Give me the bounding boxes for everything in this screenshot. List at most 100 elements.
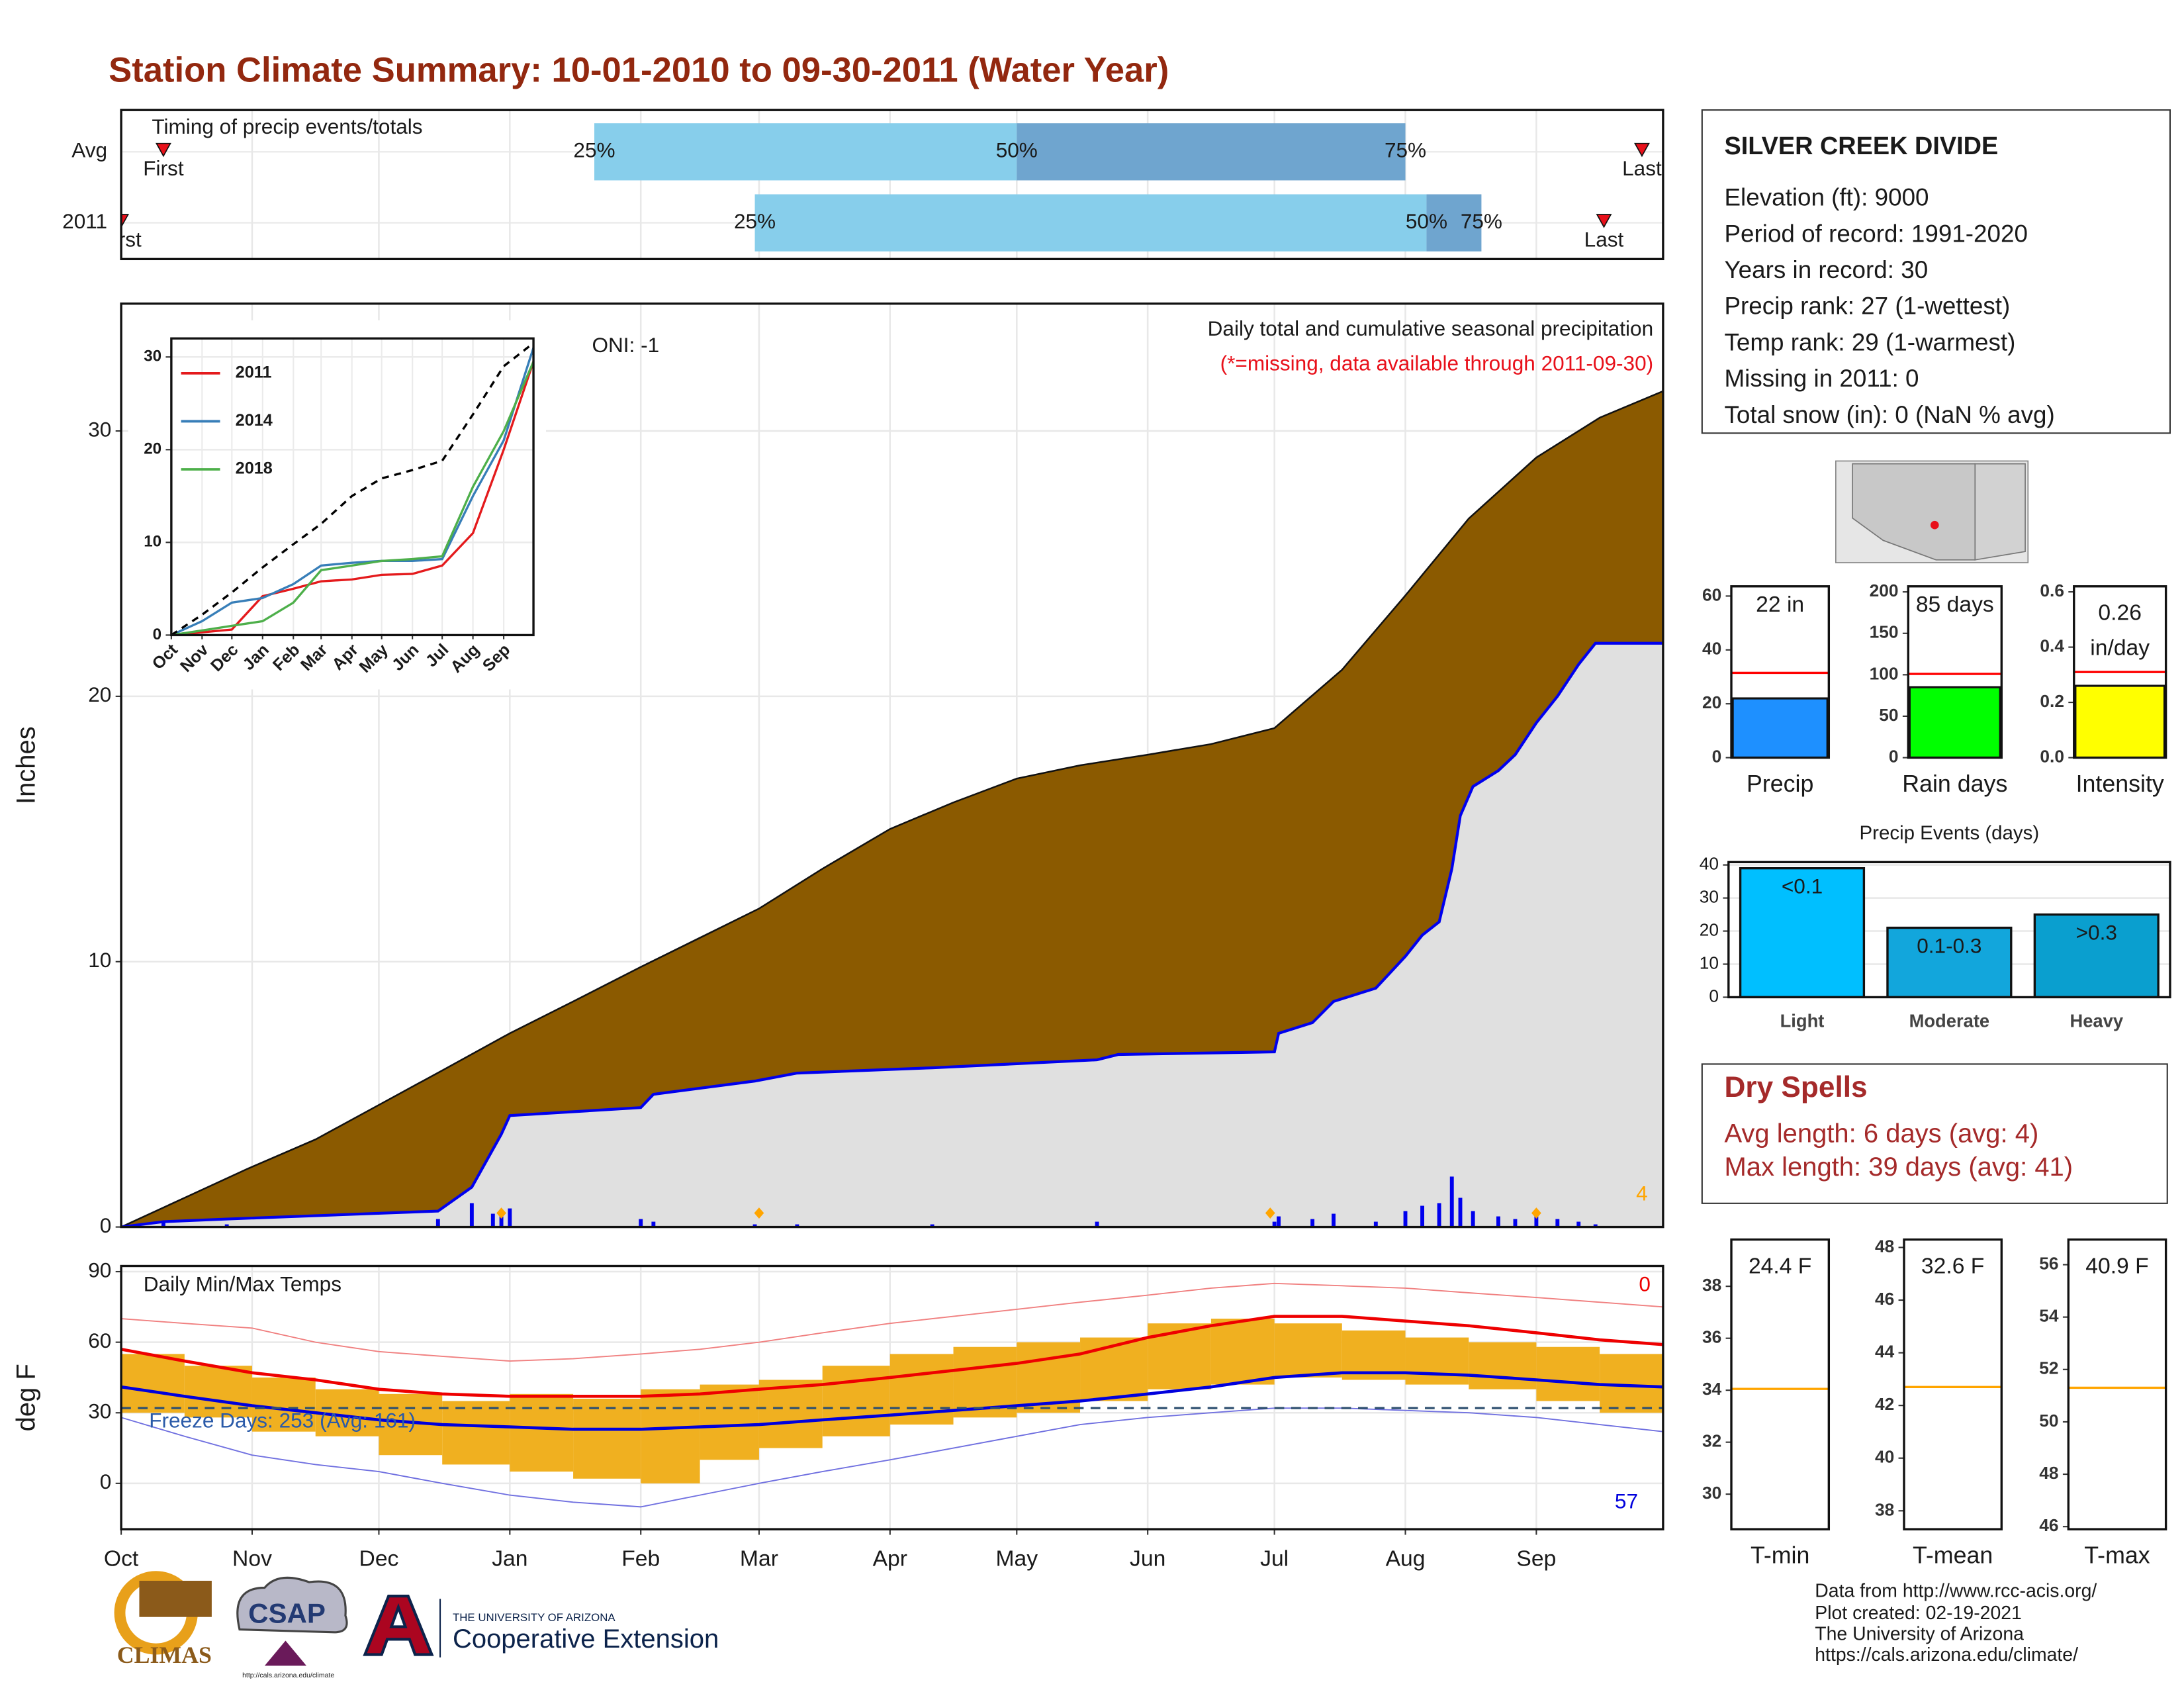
daily-bar: [1593, 1224, 1598, 1227]
series-line: [171, 342, 534, 635]
y-tick-label: 2011: [62, 209, 107, 233]
y-tick-label: 32: [1702, 1431, 1721, 1451]
daily-bar: [752, 1224, 757, 1227]
x-tick-label: Oct: [104, 1546, 139, 1571]
daily-bar: [1420, 1205, 1424, 1227]
y-tick-label: 48: [1875, 1236, 1894, 1256]
value-label: 32.6 F: [1921, 1254, 1984, 1278]
x-tick-label: Sep: [1516, 1546, 1556, 1571]
y-tick-label: 38: [1875, 1499, 1894, 1519]
daily-bar: [1332, 1213, 1336, 1227]
y-tick-label: 30: [144, 348, 161, 365]
panel: [1908, 586, 2002, 758]
timing-label: Last: [1584, 227, 1624, 251]
y-tick-label: 30: [88, 417, 111, 441]
dry-line: Max length: 39 days (avg: 41): [1724, 1152, 2073, 1182]
bin-label: <0.1: [1782, 874, 1823, 898]
timing-marker: [121, 214, 130, 228]
panel-frame: [170, 337, 535, 637]
daily-bar: [508, 1208, 512, 1227]
daily-range: [700, 1384, 759, 1460]
panel-frame: [120, 109, 1664, 261]
daily-range: [1080, 1337, 1148, 1401]
series-line: [171, 347, 534, 635]
y-tick-label: 40: [1875, 1447, 1894, 1467]
value-label: 22 in: [1756, 592, 1804, 617]
panel-frame: [120, 302, 1664, 1229]
quartile-bar: [594, 123, 1017, 181]
bin-label: >0.3: [2076, 920, 2117, 944]
bin-label: 0.1-0.3: [1917, 933, 1981, 957]
timing-label: 25%: [573, 138, 615, 162]
daily-bar: [1277, 1216, 1281, 1227]
panel-frame: [1730, 1238, 1831, 1530]
series-line: [171, 361, 534, 635]
legend-label: 2011: [236, 363, 272, 382]
y-tick-label: 42: [1875, 1394, 1894, 1414]
timing-marker: [1634, 142, 1650, 158]
y-tick-label: 0: [153, 626, 161, 643]
series-line: [171, 361, 534, 635]
panel: First 25% 50% 75% Last First 25% 50% 75% Last Timi…: [101, 110, 1663, 259]
y-tick-label: 48: [2039, 1463, 2058, 1483]
daily-bar: [1272, 1221, 1277, 1227]
dry-title: Dry Spells: [1724, 1071, 1867, 1103]
x-axis-label: Precip: [1747, 771, 1813, 797]
bar: [1739, 867, 1866, 998]
y-tick-label: 0.2: [2040, 691, 2064, 711]
panel-frame: [2067, 1238, 2167, 1530]
panel-title: Timing of precip events/totals: [152, 115, 422, 138]
page-title: Station Climate Summary: 10-01-2010 to 0…: [109, 50, 1169, 89]
timing-marker: [155, 142, 171, 158]
daily-bar: [1458, 1197, 1463, 1227]
map-station: [1930, 520, 1939, 530]
daily-bar: [1403, 1211, 1408, 1227]
logo-shape: [236, 1576, 348, 1634]
daily-range: [442, 1401, 510, 1465]
timing-label: 75%: [1385, 138, 1426, 162]
station-line: Missing in 2011: 0: [1724, 365, 1919, 392]
record-high-count: 0: [1639, 1272, 1651, 1295]
bar: [1886, 926, 2013, 998]
daily-bar: [490, 1213, 495, 1227]
timing-marker: [1596, 214, 1612, 228]
y-tick-label: 150: [1870, 622, 1899, 642]
daily-bar: [1513, 1219, 1518, 1227]
panel-frame: [120, 1264, 1664, 1530]
station-line: Temp rank: 29 (1-warmest): [1724, 328, 2015, 355]
panel: [171, 338, 534, 635]
y-tick-label: 0.4: [2040, 636, 2064, 656]
daily-range: [1405, 1337, 1469, 1385]
daily-range: [510, 1393, 574, 1472]
timing-label: First: [101, 227, 142, 251]
daily-bar: [795, 1224, 799, 1227]
daily-bar: [1471, 1211, 1475, 1227]
y-tick-label: 36: [1702, 1327, 1721, 1347]
daily-range: [121, 1354, 185, 1413]
daily-bar: [1534, 1213, 1539, 1227]
map-state: [1974, 463, 2026, 561]
logo-text: CSAP: [248, 1598, 326, 1629]
missing-marker: [1531, 1207, 1541, 1219]
timing-label: 50%: [996, 138, 1038, 162]
panel: [1728, 862, 2170, 998]
panel: [1903, 1239, 2002, 1530]
x-axis-label: Rain days: [1902, 771, 2007, 797]
climas-logo: CLIMAS: [114, 1571, 212, 1668]
y-tick-label: 56: [2039, 1253, 2058, 1273]
record-high-line: [121, 1282, 1663, 1362]
oni-annotation: ONI: -1: [592, 333, 659, 357]
y-tick-label: 30: [88, 1399, 111, 1423]
value-unit: in/day: [2090, 635, 2150, 660]
value-label: 0.26: [2098, 601, 2142, 626]
daily-range: [758, 1380, 823, 1448]
y-tick-label: 0: [100, 1213, 112, 1237]
daily-bar: [1095, 1221, 1099, 1227]
y-tick-label: 0: [1712, 747, 1722, 767]
x-axis-label: T-mean: [1913, 1542, 1993, 1569]
daily-bar: [224, 1224, 229, 1227]
y-tick-label: 60: [88, 1329, 111, 1352]
x-tick-label: Jul: [1260, 1546, 1289, 1571]
quartile-bar: [1017, 123, 1406, 181]
